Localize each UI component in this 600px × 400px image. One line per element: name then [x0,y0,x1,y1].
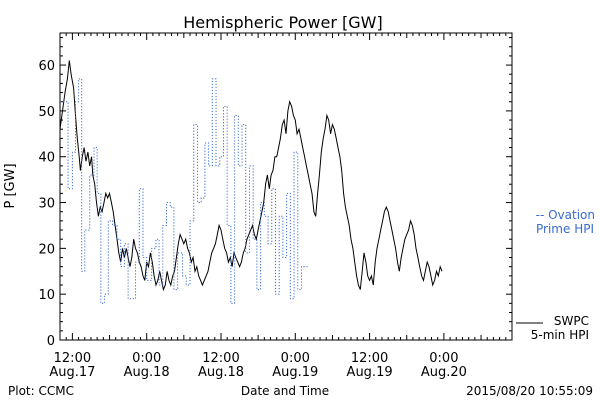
legend-ovation-line1: -- Ovation [536,208,595,222]
x-tick-time-2: 12:00 [202,351,239,366]
chart-title: Hemispheric Power [GW] [183,13,382,32]
legend-swpc-line1: SWPC [554,314,589,328]
series-swpc-5min-hpi [59,60,443,292]
x-tick-date-2: Aug.18 [198,365,244,380]
x-tick-time-5: 0:00 [429,351,458,366]
y-tick-label-30: 30 [38,197,55,212]
y-tick-label-60: 60 [38,59,55,74]
y-tick-label-10: 10 [38,288,55,303]
legend-ovation: -- Ovation Prime HPI [536,208,595,236]
x-tick-date-1: Aug.18 [124,365,170,380]
y-tick-label-20: 20 [38,242,55,257]
y-axis: 0 10 20 30 40 50 60 [38,37,512,349]
x-tick-date-3: Aug.19 [272,365,318,380]
y-tick-label-0: 0 [47,334,55,349]
y-axis-label: P [GW] [3,163,18,208]
series-layer [59,60,443,304]
x-axis-label: Date and Time [241,384,329,398]
plot-frame [59,32,513,341]
x-tick-date-0: Aug.17 [49,365,95,380]
legend-swpc-line2: 5-min HPI [531,328,589,342]
legend-ovation-line2: Prime HPI [536,222,594,236]
footer-plot-credit: Plot: CCMC [8,384,74,398]
x-tick-time-0: 12:00 [54,351,91,366]
footer-timestamp: 2015/08/20 10:55:09 [466,384,593,398]
y-tick-label-40: 40 [38,151,55,166]
x-axis: 12:00Aug.170:00Aug.1812:00Aug.180:00Aug.… [49,33,513,380]
y-tick-label-50: 50 [38,105,55,120]
series-ovation-prime-hpi [60,78,308,304]
x-tick-date-5: Aug.20 [421,365,467,380]
x-tick-time-4: 12:00 [351,351,388,366]
x-tick-time-1: 0:00 [132,351,161,366]
legend-swpc: SWPC 5-min HPI [516,314,589,342]
x-tick-time-3: 0:00 [281,351,310,366]
x-tick-date-4: Aug.19 [347,365,393,380]
